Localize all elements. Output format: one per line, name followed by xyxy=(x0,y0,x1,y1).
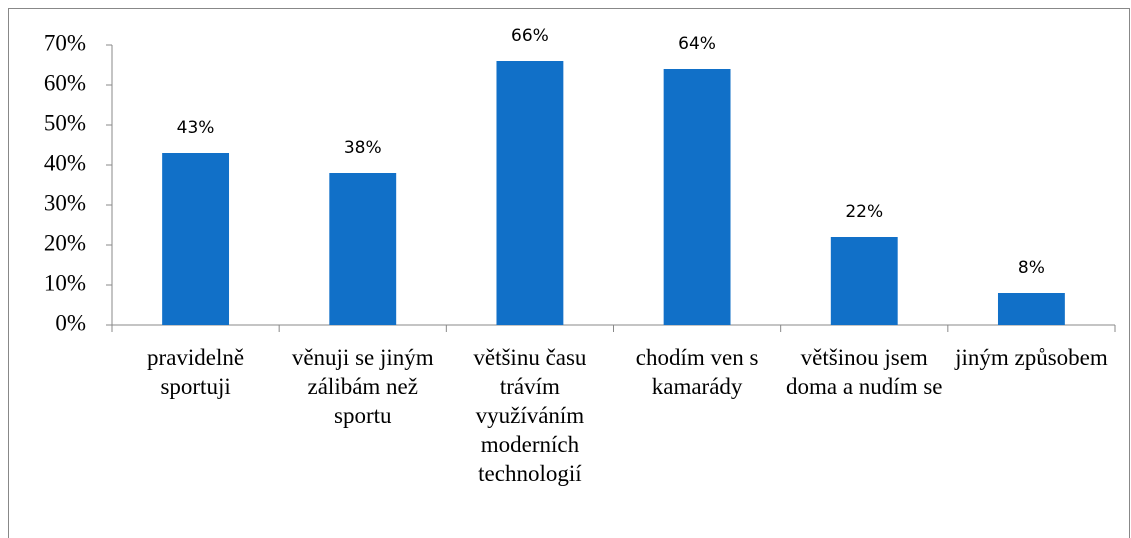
bar xyxy=(997,293,1065,325)
y-tick-label: 60% xyxy=(44,70,86,95)
y-tick-label: 30% xyxy=(44,190,86,215)
y-tick-label: 50% xyxy=(44,110,86,135)
x-tick-label: věnuji se jiným zálibám než sportu xyxy=(291,345,434,428)
data-label: 22% xyxy=(845,202,883,222)
y-tick-label: 20% xyxy=(44,230,86,255)
data-label: 64% xyxy=(678,34,716,54)
bar xyxy=(663,69,731,325)
y-tick-label: 40% xyxy=(44,150,86,175)
chart-border xyxy=(8,8,1130,538)
x-tick-label: jiným způsobem xyxy=(955,345,1108,370)
x-tick-label: většinou jsem doma a nudím se xyxy=(786,345,943,399)
bar xyxy=(329,173,397,325)
y-tick-label: 10% xyxy=(44,270,86,295)
y-tick-label: 0% xyxy=(55,310,86,335)
data-label: 43% xyxy=(177,118,215,138)
bar xyxy=(162,153,230,325)
bar xyxy=(830,237,898,325)
x-tick-label: pravidelně sportuji xyxy=(147,345,245,399)
bar xyxy=(496,61,564,325)
x-tick-label: chodím ven s kamarády xyxy=(635,345,759,399)
data-label: 8% xyxy=(1018,258,1045,278)
y-tick-label: 70% xyxy=(44,30,86,55)
data-label: 66% xyxy=(511,26,549,46)
x-tick-label: většinu času trávím využíváním moderních… xyxy=(473,345,587,486)
data-label: 38% xyxy=(344,138,382,158)
